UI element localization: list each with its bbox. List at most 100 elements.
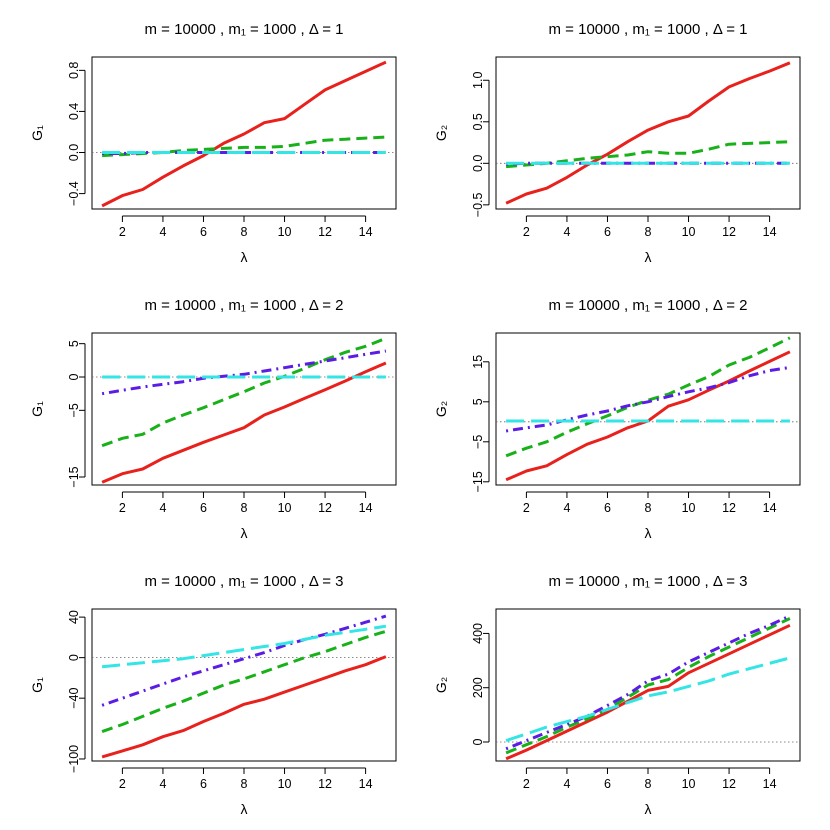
x-axis-label: λ (241, 249, 248, 265)
y-tick-label: −0.4 (67, 181, 81, 206)
x-tick-label: 4 (159, 501, 166, 515)
panel-title: m = 10000 , m₁ = 1000 , Δ = 1 (145, 21, 344, 38)
y-axis-label: G₂ (433, 125, 449, 141)
series-line-3 (101, 614, 387, 707)
x-axis-label: λ (645, 249, 652, 265)
series-group (101, 336, 387, 484)
y-tick-label: −15 (471, 471, 485, 492)
panel-title: m = 10000 , m₁ = 1000 , Δ = 3 (145, 573, 344, 590)
panel-title: m = 10000 , m₁ = 1000 , Δ = 2 (145, 297, 344, 314)
y-tick-label: 200 (471, 677, 485, 698)
x-tick-label: 4 (563, 225, 570, 239)
y-tick-label: 0 (471, 738, 485, 745)
y-tick-label: −5 (471, 435, 485, 449)
x-tick-label: 2 (523, 777, 530, 791)
y-tick-label: 0 (67, 654, 81, 661)
series-line-1 (505, 623, 791, 761)
series-line-1 (101, 655, 387, 759)
x-axis-label: λ (645, 525, 652, 541)
x-tick-label: 2 (523, 225, 530, 239)
x-tick-label: 14 (359, 501, 373, 515)
x-tick-label: 12 (722, 501, 736, 515)
panel-title: m = 10000 , m₁ = 1000 , Δ = 2 (549, 297, 748, 314)
y-tick-label: 1.0 (471, 72, 485, 89)
series-line-3 (505, 365, 791, 433)
series-line-4 (101, 624, 387, 669)
panel-5: m = 10000 , m₁ = 1000 , Δ = 3 2 4 6 8 10 12 14 λ… (29, 573, 397, 817)
y-tick-label: 5 (67, 340, 81, 347)
panel-1: m = 10000 , m₁ = 1000 , Δ = 1 2 4 6 8 10 12 14 λ… (29, 21, 397, 265)
y-tick-label: 0.8 (67, 62, 81, 79)
panel-3: m = 10000 , m₁ = 1000 , Δ = 2 2 4 6 8 10 12 14 λ… (29, 297, 397, 541)
plot-frame (495, 56, 801, 210)
y-tick-label: −0.5 (471, 192, 485, 217)
x-tick-label: 12 (722, 777, 736, 791)
y-tick-label: 0.4 (67, 103, 81, 120)
x-tick-label: 6 (604, 777, 611, 791)
x-tick-label: 10 (278, 225, 292, 239)
y-axis-label: G₁ (29, 401, 45, 417)
x-tick-label: 4 (159, 225, 166, 239)
y-tick-label: −40 (67, 688, 81, 709)
plot-frame (91, 332, 397, 486)
panel-title: m = 10000 , m₁ = 1000 , Δ = 1 (549, 21, 748, 38)
x-tick-label: 2 (119, 501, 126, 515)
series-group (505, 61, 791, 205)
x-tick-label: 8 (645, 777, 652, 791)
series-line-2 (101, 629, 387, 734)
x-tick-label: 2 (119, 225, 126, 239)
y-axis-label: G₂ (433, 677, 449, 693)
x-tick-label: 8 (241, 501, 248, 515)
y-tick-label: 40 (67, 610, 81, 624)
series-line-1 (505, 61, 791, 205)
series-line-2 (102, 135, 386, 158)
plot-frame (495, 332, 801, 486)
x-tick-label: 6 (200, 225, 207, 239)
x-tick-label: 12 (318, 777, 332, 791)
x-tick-label: 10 (682, 225, 696, 239)
series-group (505, 336, 791, 482)
x-tick-label: 10 (682, 777, 696, 791)
x-tick-label: 14 (359, 225, 373, 239)
x-tick-label: 14 (763, 501, 777, 515)
plot-frame (91, 56, 397, 210)
x-tick-label: 4 (563, 501, 570, 515)
series-line-1 (101, 60, 387, 208)
x-axis-label: λ (241, 801, 248, 817)
x-tick-label: 6 (200, 501, 207, 515)
series-line-2 (505, 617, 791, 755)
x-tick-label: 6 (604, 225, 611, 239)
y-tick-label: −15 (67, 466, 81, 487)
x-tick-label: 6 (604, 501, 611, 515)
y-axis-label: G₂ (433, 401, 449, 417)
y-tick-label: 0.0 (67, 144, 81, 161)
x-tick-label: 8 (241, 225, 248, 239)
x-tick-label: 12 (318, 225, 332, 239)
x-tick-label: 2 (119, 777, 126, 791)
y-tick-label: 15 (471, 355, 485, 369)
x-tick-label: 4 (159, 777, 166, 791)
y-tick-label: 5 (471, 398, 485, 405)
x-tick-label: 14 (763, 777, 777, 791)
series-line-2 (101, 336, 387, 448)
x-tick-label: 2 (523, 501, 530, 515)
series-group (101, 614, 387, 759)
panel-2: m = 10000 , m₁ = 1000 , Δ = 1 2 4 6 8 10 12 14 λ… (433, 21, 801, 265)
x-tick-label: 14 (763, 225, 777, 239)
y-tick-label: 0 (67, 373, 81, 380)
plot-frame (495, 608, 801, 762)
y-tick-label: 0.0 (471, 155, 485, 172)
y-tick-label: 400 (471, 623, 485, 644)
x-tick-label: 10 (278, 501, 292, 515)
y-axis-label: G₁ (29, 125, 45, 141)
y-tick-label: 0.5 (471, 113, 485, 130)
x-tick-label: 12 (722, 225, 736, 239)
series-line-4 (505, 656, 791, 743)
series-line-2 (505, 336, 791, 458)
x-tick-label: 8 (241, 777, 248, 791)
series-group (505, 614, 791, 761)
panel-6: m = 10000 , m₁ = 1000 , Δ = 3 2 4 6 8 10 12 14 λ… (433, 573, 801, 817)
y-tick-label: −5 (67, 403, 81, 417)
series-line-2 (505, 140, 790, 169)
